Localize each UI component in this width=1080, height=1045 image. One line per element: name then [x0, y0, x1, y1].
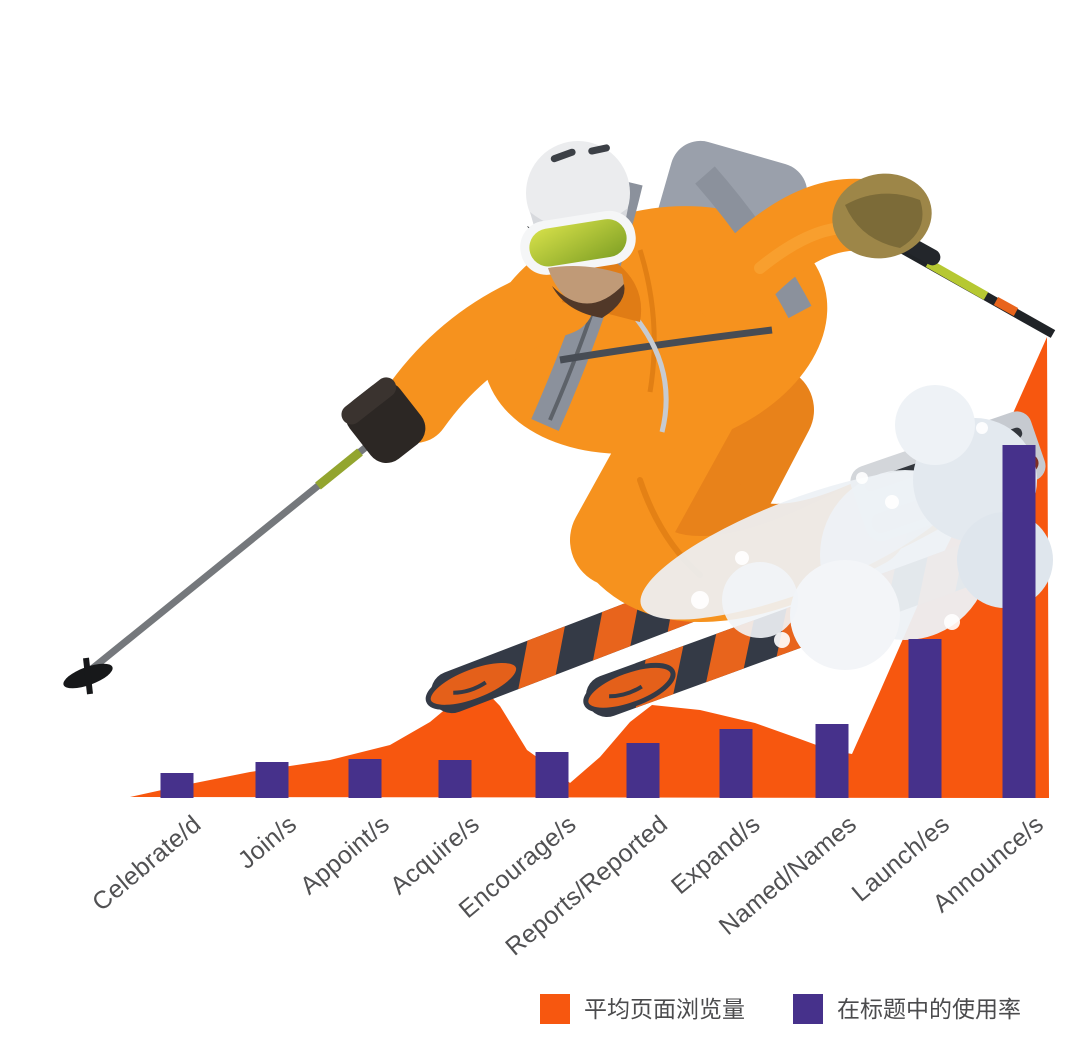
goggles: [520, 210, 636, 275]
legend-label-pageviews: 平均页面浏览量: [584, 996, 745, 1022]
usage-bar: [348, 759, 382, 798]
usage-bar: [908, 639, 942, 798]
legend-label-usage: 在标题中的使用率: [837, 996, 1021, 1022]
usage-bar: [1002, 445, 1036, 798]
glove-right: [832, 173, 941, 266]
usage-bar: [535, 752, 569, 798]
snow-spray: [640, 385, 1053, 670]
chart-legend: 平均页面浏览量 在标题中的使用率: [540, 994, 1021, 1024]
usage-bars-series: [160, 445, 1036, 798]
usage-bar: [255, 762, 289, 798]
usage-bar: [438, 760, 472, 798]
legend-swatch-pageviews: [540, 994, 570, 1024]
ski-pole-left-icon: [63, 423, 395, 695]
legend-item-pageviews: 平均页面浏览量: [540, 994, 745, 1024]
glove-left: [341, 377, 426, 463]
legend-item-usage: 在标题中的使用率: [793, 994, 1021, 1024]
pageviews-area-shape: [130, 337, 1049, 798]
legend-swatch-usage: [793, 994, 823, 1024]
usage-bar: [815, 724, 849, 798]
usage-bar: [160, 773, 194, 798]
skier-illustration: [63, 140, 1056, 718]
usage-bar: [719, 729, 753, 798]
pageviews-area-series: [130, 337, 1049, 798]
usage-bar: [626, 743, 660, 798]
skier-face: [548, 266, 625, 318]
